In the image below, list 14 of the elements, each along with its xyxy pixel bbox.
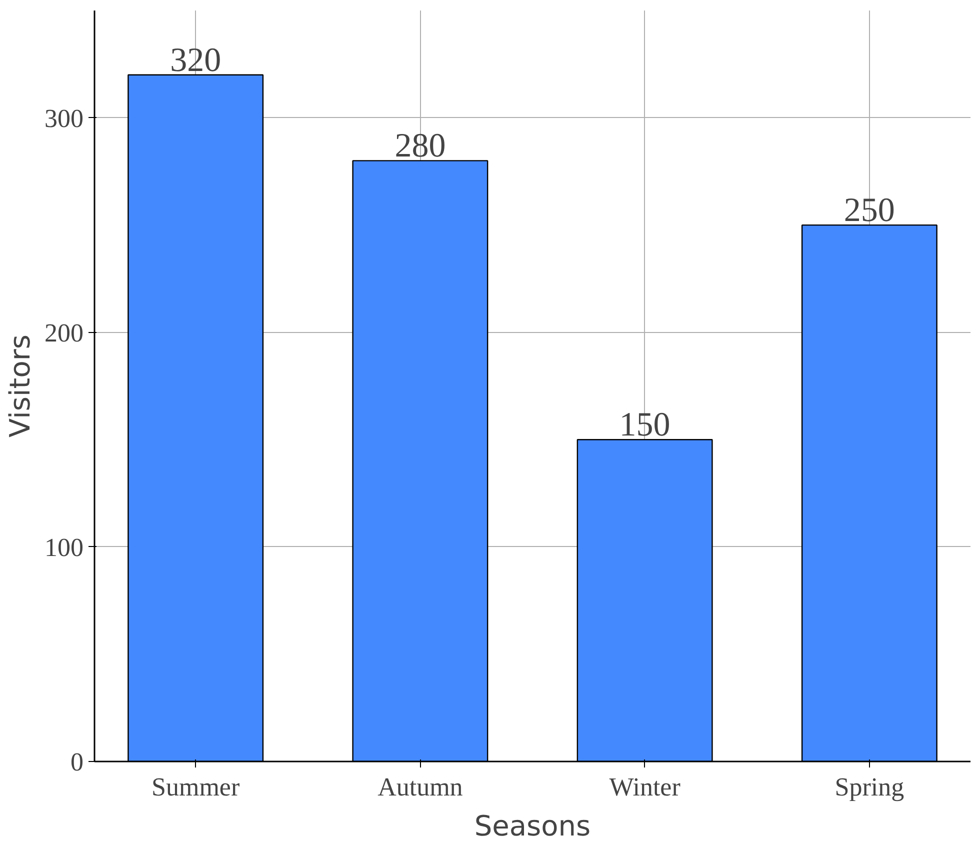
x-axis-title: Seasons [474,810,591,842]
x-tick-label: Spring [834,772,904,802]
x-tick-label: Winter [609,772,681,802]
y-tick-label: 200 [44,318,84,348]
x-tick-label: Autumn [378,772,463,802]
x-tick-label: Summer [152,772,240,802]
y-axis-title: Visitors [4,334,36,438]
y-tick-label: 100 [44,532,84,562]
data-label: 250 [844,192,895,230]
data-label: 320 [170,42,222,79]
data-label: 150 [619,406,670,444]
y-tick-label: 300 [44,104,84,133]
data-label: 280 [394,128,446,165]
y-tick-label: 0 [70,748,84,776]
